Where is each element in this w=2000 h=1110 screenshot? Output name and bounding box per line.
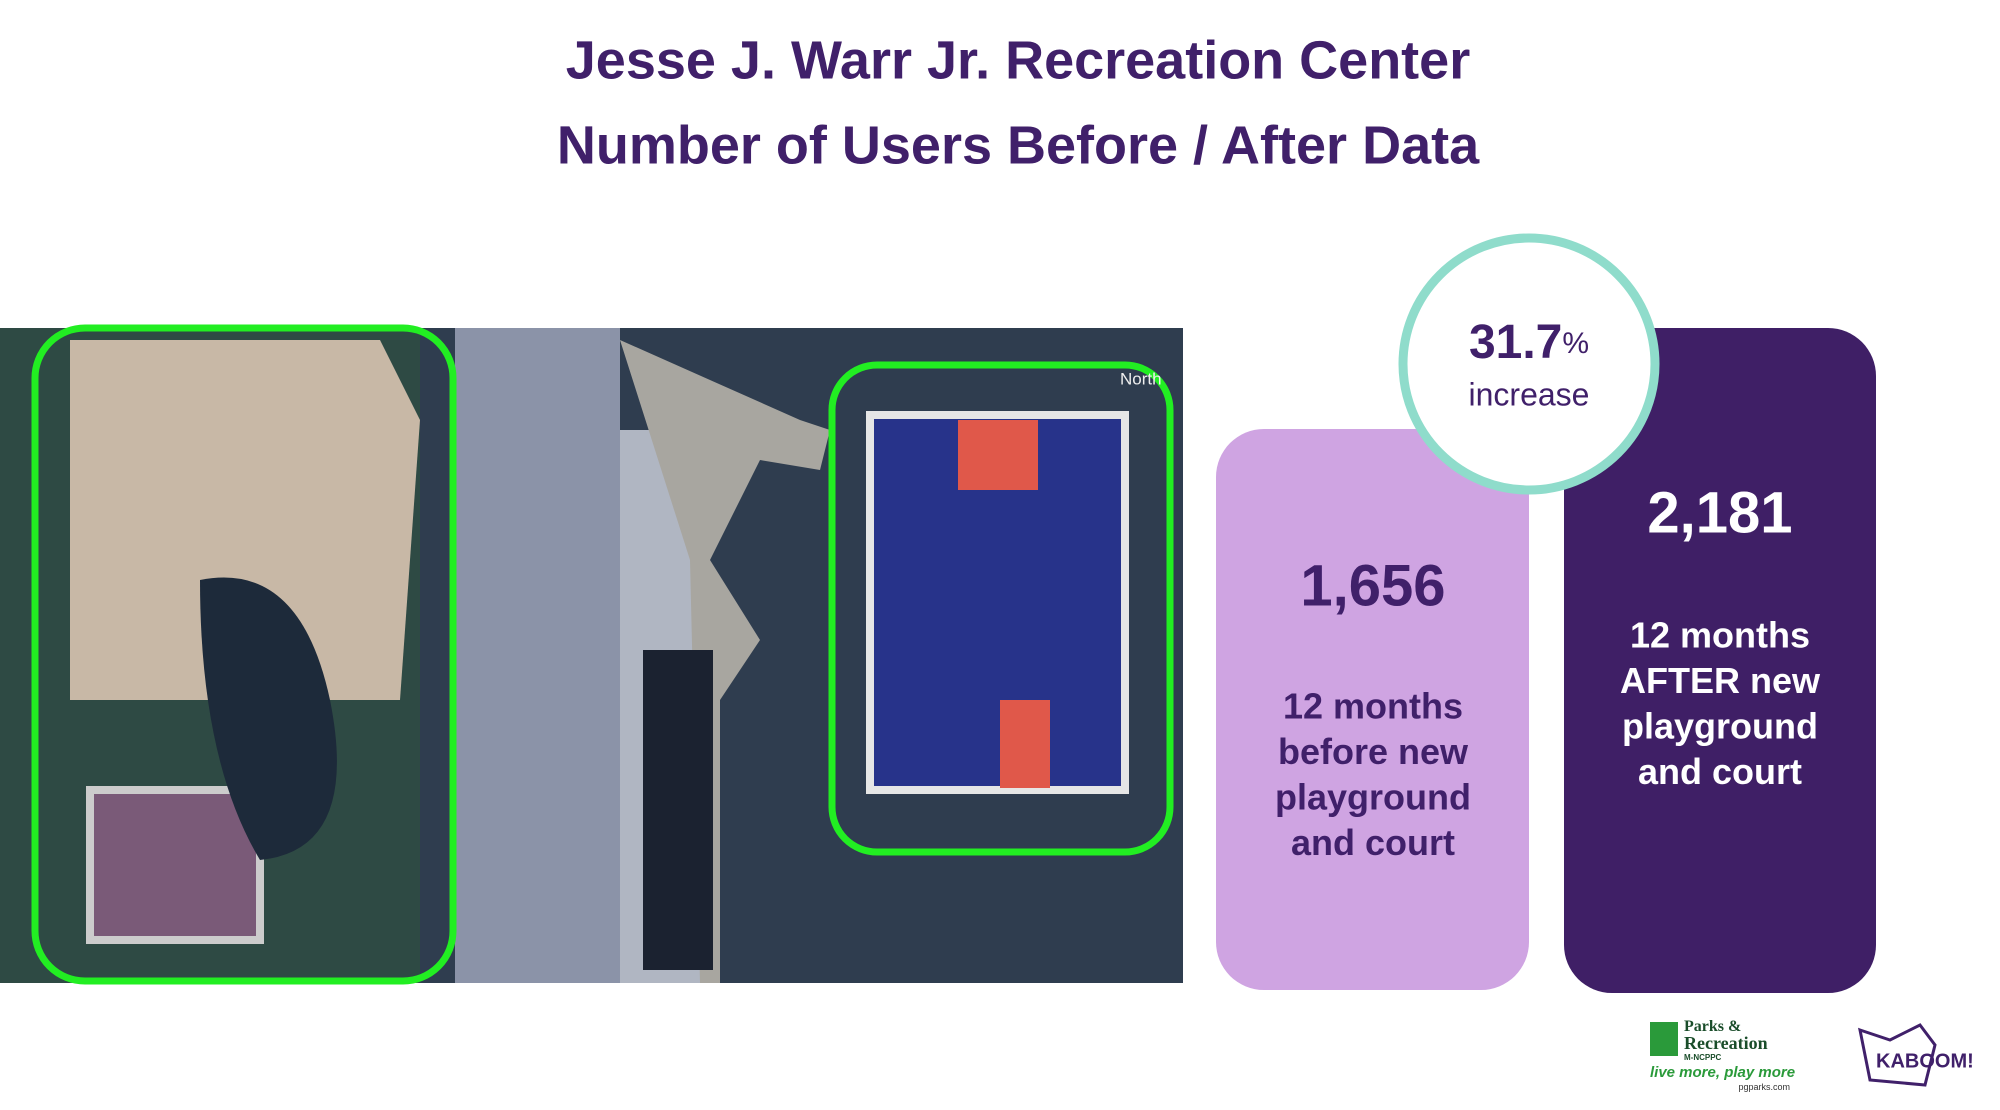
caption-line: and court [1291, 822, 1455, 863]
increase-badge [1398, 233, 1660, 495]
parks-tagline: live more, play more [1650, 1064, 1795, 1081]
parks-url: pgparks.com [1738, 1082, 1790, 1092]
caption-line: before new [1278, 731, 1469, 772]
parks-name: Recreation [1684, 1033, 1768, 1053]
after-number: 2,181 [1647, 480, 1792, 545]
kaboom-text: KABOOM! [1876, 1050, 1974, 1072]
caption-line: AFTER new [1620, 660, 1821, 701]
map-label: North [1120, 369, 1162, 388]
aerial-photo: North [0, 324, 1183, 985]
before-card [1216, 429, 1529, 990]
increase-number: 31.7 [1469, 316, 1562, 369]
caption-line: 12 months [1283, 686, 1463, 727]
caption-line: 12 months [1630, 615, 1810, 656]
after-card [1564, 328, 1876, 993]
parks-logo: Parks & Recreation M-NCPPC live more, pl… [1650, 1018, 1795, 1092]
parks-name: Parks & [1684, 1018, 1741, 1035]
increase-label: increase [1469, 376, 1590, 412]
caption-line: playground [1622, 706, 1818, 747]
title-line: Jesse J. Warr Jr. Recreation Center [566, 30, 1470, 90]
caption-line: and court [1638, 751, 1802, 792]
title-line: Number of Users Before / After Data [557, 115, 1480, 175]
parks-agency: M-NCPPC [1684, 1053, 1722, 1062]
caption-line: playground [1275, 777, 1471, 818]
kaboom-logo: KABOOM! [1858, 1023, 1974, 1087]
increase-value: 31.7% [1469, 316, 1589, 369]
increase-unit: % [1562, 327, 1589, 360]
before-number: 1,656 [1300, 553, 1445, 618]
